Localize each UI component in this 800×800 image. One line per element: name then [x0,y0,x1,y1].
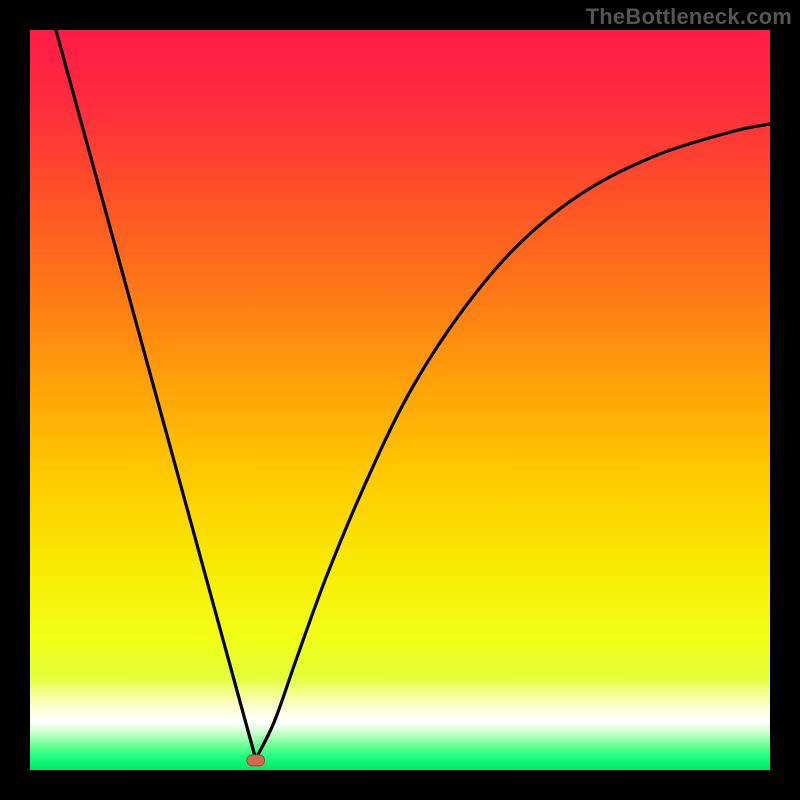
bottleneck-chart [0,0,800,800]
watermark-text: TheBottleneck.com [586,4,792,30]
minimum-marker [247,755,265,766]
chart-container: TheBottleneck.com [0,0,800,800]
plot-background [30,30,770,770]
